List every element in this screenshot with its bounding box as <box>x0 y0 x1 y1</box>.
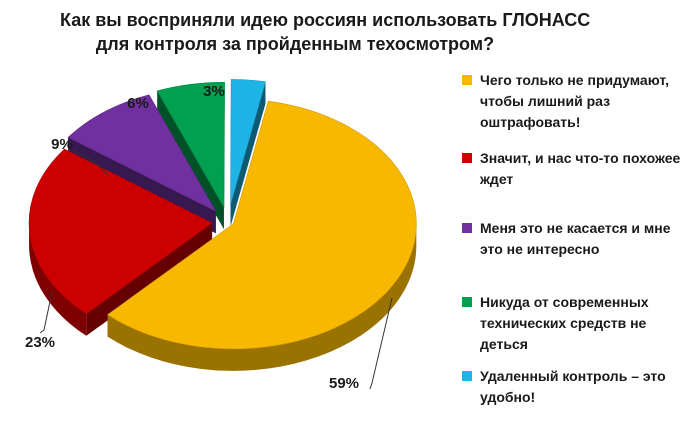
pie-slice-rim-optimists-fine <box>107 223 417 371</box>
legend-label-inevitable-line-1: Никуда от современных <box>480 294 649 310</box>
leader-line-expect-same <box>39 291 53 334</box>
chart-title-line-2: для контроля за пройденным техосмотром? <box>95 34 495 54</box>
legend-label-optimists-fine-line-2: чтобы лишний раз <box>480 93 611 109</box>
legend-swatch-inevitable <box>462 297 472 307</box>
leader-line-optimists-fine <box>369 297 393 390</box>
pie-slice-optimists-fine <box>107 100 417 371</box>
legend-label-not-interested-line-1: Меня это не касается и мне <box>480 220 671 236</box>
legend-item-not-interested: Меня это не касается и мне это не интерес… <box>462 218 694 260</box>
pie-slice-side-inevitable-0 <box>157 90 224 230</box>
legend-label-expect-same-line-2: ждет <box>480 171 514 187</box>
legend-label-inevitable-line-3: деться <box>480 336 528 352</box>
legend-item-expect-same: Значит, и нас что-то похожее ждет <box>462 148 694 190</box>
legend-label-inevitable-line-2: технических средств не <box>480 315 647 331</box>
legend-swatch-expect-same <box>462 153 472 163</box>
data-label-inevitable: 6% <box>127 95 149 112</box>
legend-swatch-optimists-fine <box>462 75 472 85</box>
pie-slice-top-convenient <box>230 79 266 205</box>
pie-slice-inevitable <box>156 81 225 230</box>
pie-slice-top-optimists-fine <box>107 100 417 350</box>
legend-label-convenient-line-1: Удаленный контроль – это <box>480 368 666 384</box>
data-label-not-interested: 9% <box>51 136 73 153</box>
legend-label-optimists-fine-line-3: оштрафовать! <box>480 114 581 130</box>
chart-title: Как вы восприняли идею россиян использов… <box>60 8 591 56</box>
legend-label-expect-same-line-1: Значит, и нас что-то похожее <box>480 150 681 166</box>
legend-label-convenient-line-2: удобно! <box>480 389 536 405</box>
chart-title-line-1: Как вы восприняли идею россиян использов… <box>60 10 591 30</box>
legend-label-optimists-fine-line-1: Чего только не придумают, <box>480 72 670 88</box>
data-label-optimists-fine: 59% <box>329 375 359 392</box>
legend-label-not-interested-line-2: это не интересно <box>480 241 600 257</box>
pie-slice-rim-expect-same <box>29 222 87 336</box>
pie-slice-top-inevitable <box>156 81 225 209</box>
leader-line-not-interested <box>73 150 109 176</box>
pie-slice-side-convenient-1 <box>230 81 266 227</box>
legend-item-convenient: Удаленный контроль – это удобно! <box>462 366 694 408</box>
legend-item-inevitable: Никуда от современных технических средств… <box>462 292 694 355</box>
pie-slice-top-expect-same <box>28 148 213 315</box>
data-label-expect-same: 23% <box>25 334 55 351</box>
legend-swatch-convenient <box>462 371 472 381</box>
legend-item-optimists-fine: Чего только не придумают, чтобы лишний ра… <box>462 70 694 133</box>
pie-slice-top-not-interested <box>67 94 217 212</box>
data-label-convenient: 3% <box>203 83 225 100</box>
pie-slice-convenient <box>230 79 266 227</box>
legend-swatch-not-interested <box>462 223 472 233</box>
